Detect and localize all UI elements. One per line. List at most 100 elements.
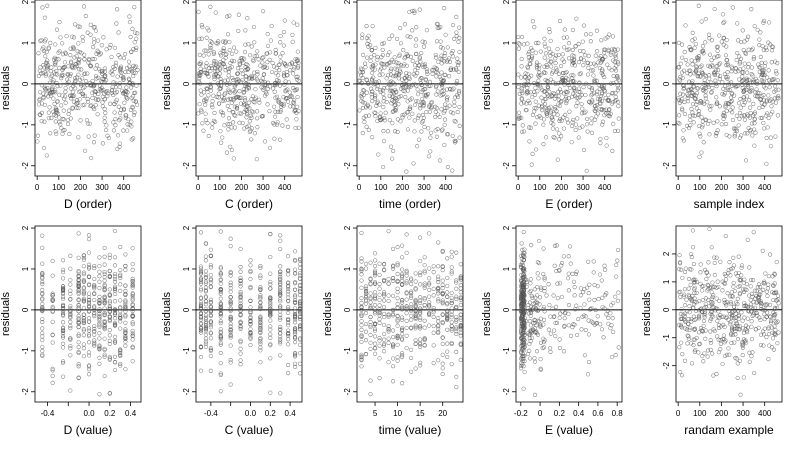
data-point — [237, 111, 242, 116]
data-point — [521, 274, 526, 279]
data-point — [410, 111, 415, 116]
data-point — [682, 303, 688, 308]
data-point — [753, 327, 758, 332]
y-tick-label: 1 — [182, 266, 191, 271]
data-point — [68, 315, 73, 320]
data-point — [745, 94, 750, 99]
data-point — [91, 45, 96, 50]
data-point — [50, 80, 55, 85]
data-point — [710, 280, 715, 285]
data-point — [428, 83, 433, 88]
data-point — [417, 137, 422, 142]
data-point — [584, 168, 589, 173]
data-point — [130, 359, 135, 364]
data-point — [724, 101, 729, 106]
data-point — [458, 330, 463, 336]
data-point — [774, 259, 779, 265]
data-point — [68, 319, 73, 324]
data-point — [717, 33, 722, 38]
data-point — [229, 65, 234, 70]
x-tick-label: 0.2 — [554, 409, 566, 418]
data-point — [725, 86, 730, 91]
data-point — [209, 66, 214, 71]
data-point — [125, 96, 130, 101]
data-point — [616, 247, 621, 253]
plot-frame — [515, 225, 623, 403]
x-tick-label: 0.4 — [285, 409, 297, 418]
data-point — [40, 272, 45, 277]
data-point — [214, 94, 219, 99]
data-point — [286, 280, 291, 286]
data-point — [118, 244, 123, 250]
data-point — [541, 246, 546, 251]
data-point — [281, 43, 286, 48]
data-point — [86, 353, 92, 358]
data-point — [228, 299, 233, 304]
data-point — [699, 150, 704, 155]
data-point — [133, 30, 138, 35]
data-point — [99, 69, 105, 74]
data-point — [39, 83, 44, 88]
data-point — [81, 316, 86, 321]
data-point — [68, 388, 73, 393]
data-point — [197, 76, 202, 81]
data-point — [50, 304, 55, 309]
data-point — [102, 295, 107, 300]
data-point — [747, 98, 752, 103]
data-point — [546, 327, 551, 332]
data-point — [441, 79, 446, 84]
data-point — [522, 247, 527, 252]
data-point — [96, 50, 101, 55]
data-point — [458, 276, 463, 281]
data-point — [602, 75, 607, 80]
y-tick-label: -2 — [182, 388, 191, 396]
data-point — [586, 332, 592, 337]
data-point — [278, 277, 283, 282]
data-point — [218, 271, 223, 276]
data-point — [566, 41, 571, 46]
data-point — [47, 105, 52, 110]
data-point — [400, 273, 405, 278]
data-point — [593, 106, 598, 111]
data-point — [586, 359, 592, 365]
data-point — [530, 112, 535, 117]
data-point — [237, 78, 242, 83]
data-point — [400, 113, 405, 118]
data-point — [435, 21, 440, 27]
data-point — [243, 102, 248, 107]
data-point — [245, 85, 250, 90]
data-point — [234, 77, 239, 82]
data-point — [521, 353, 526, 359]
data-point — [566, 271, 571, 276]
data-point — [76, 41, 81, 46]
data-point — [571, 91, 576, 96]
data-point — [44, 60, 49, 65]
data-point — [70, 34, 75, 39]
data-point — [578, 286, 584, 291]
data-point — [242, 110, 247, 115]
data-point — [359, 266, 364, 271]
data-point — [773, 306, 778, 311]
data-point — [45, 58, 50, 63]
data-point — [589, 130, 595, 135]
data-point — [127, 122, 132, 127]
data-point — [218, 281, 223, 286]
data-point — [612, 66, 617, 71]
data-point — [55, 72, 60, 77]
data-point — [556, 71, 561, 76]
data-point — [407, 106, 412, 111]
data-point — [517, 91, 522, 96]
data-point — [76, 269, 81, 274]
data-point — [604, 143, 609, 148]
data-point — [71, 84, 76, 89]
data-point — [41, 63, 46, 68]
data-point — [208, 272, 213, 278]
data-point — [218, 312, 223, 317]
data-point — [736, 313, 741, 319]
data-point — [585, 60, 590, 66]
data-point — [97, 307, 102, 312]
data-point — [292, 306, 298, 311]
data-point — [557, 315, 562, 320]
